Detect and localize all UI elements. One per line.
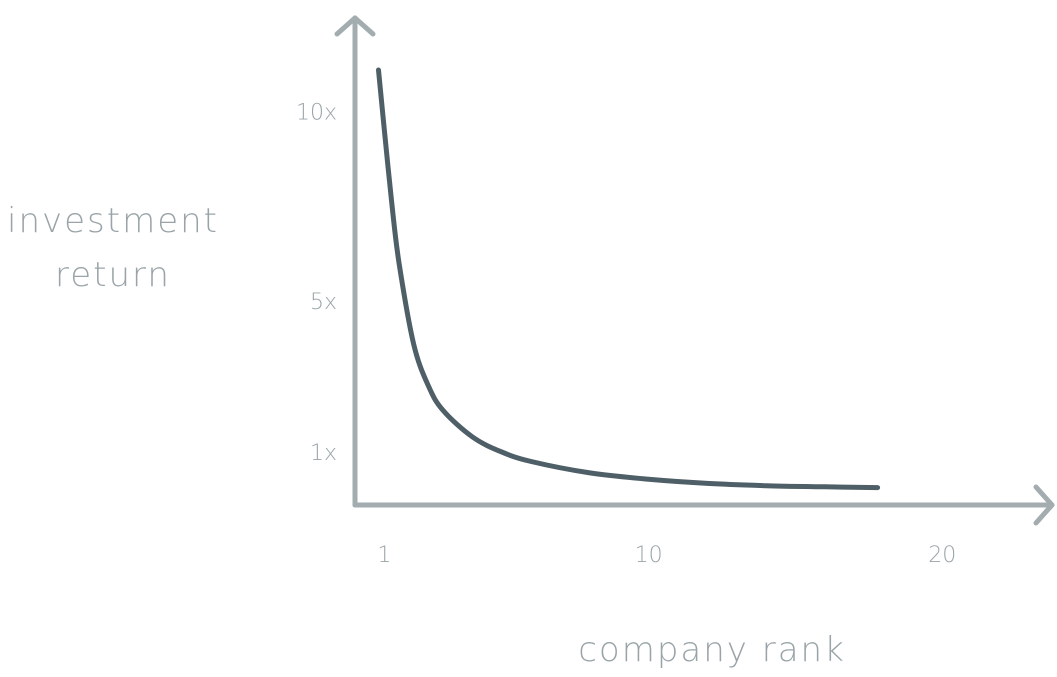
y-tick-label: 10x	[296, 101, 337, 126]
x-tick-labels: 1 10 20	[377, 543, 956, 568]
x-tick-label: 1	[377, 543, 391, 568]
x-axis-arrowhead	[1033, 484, 1055, 526]
x-axis-title: company rank	[578, 630, 846, 670]
axes	[334, 15, 1055, 526]
x-tick-label: 20	[928, 543, 956, 568]
y-axis-arrowhead	[334, 15, 376, 37]
y-axis-title-line-2: return	[55, 255, 171, 295]
y-axis-title-line-1: investment	[7, 201, 219, 241]
return-curve	[376, 67, 881, 491]
y-tick-label: 1x	[310, 441, 337, 466]
y-tick-labels: 1x 5x 10x	[296, 101, 337, 466]
y-tick-label: 5x	[310, 290, 337, 315]
x-tick-label: 10	[635, 543, 663, 568]
